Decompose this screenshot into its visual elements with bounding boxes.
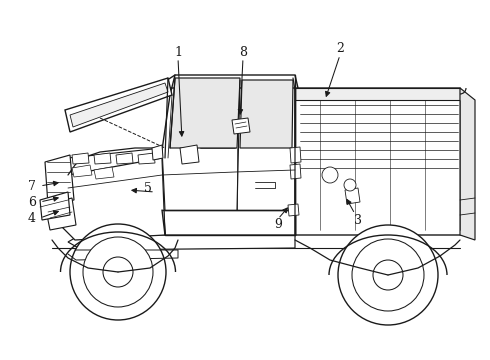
Polygon shape xyxy=(40,192,70,220)
Polygon shape xyxy=(288,204,299,216)
Circle shape xyxy=(83,237,153,307)
Polygon shape xyxy=(180,145,199,164)
Circle shape xyxy=(70,224,166,320)
Polygon shape xyxy=(65,78,172,132)
Circle shape xyxy=(103,257,133,287)
Polygon shape xyxy=(70,83,168,127)
Polygon shape xyxy=(52,148,165,220)
Polygon shape xyxy=(232,118,250,134)
Circle shape xyxy=(352,239,424,311)
Polygon shape xyxy=(45,155,74,205)
Polygon shape xyxy=(72,153,89,164)
Polygon shape xyxy=(170,78,240,148)
Polygon shape xyxy=(94,153,111,164)
Polygon shape xyxy=(240,80,293,148)
Polygon shape xyxy=(94,167,114,179)
Polygon shape xyxy=(295,88,460,100)
Text: 5: 5 xyxy=(144,181,152,194)
Polygon shape xyxy=(72,165,92,177)
Polygon shape xyxy=(345,188,360,204)
Polygon shape xyxy=(155,75,298,88)
Circle shape xyxy=(322,167,338,183)
Polygon shape xyxy=(116,153,133,164)
Circle shape xyxy=(338,225,438,325)
Polygon shape xyxy=(163,210,295,235)
Polygon shape xyxy=(152,145,163,160)
Polygon shape xyxy=(290,147,301,163)
Polygon shape xyxy=(45,198,76,230)
Polygon shape xyxy=(52,158,165,240)
Circle shape xyxy=(373,260,403,290)
Text: 7: 7 xyxy=(28,180,36,193)
Text: 8: 8 xyxy=(239,45,247,58)
Text: 1: 1 xyxy=(174,45,182,58)
Text: 4: 4 xyxy=(28,211,36,225)
Polygon shape xyxy=(295,88,465,235)
Text: 2: 2 xyxy=(336,41,344,54)
Circle shape xyxy=(344,179,356,191)
Polygon shape xyxy=(460,88,475,240)
Polygon shape xyxy=(68,235,295,250)
Text: 6: 6 xyxy=(28,195,36,208)
Text: 3: 3 xyxy=(354,213,362,226)
Polygon shape xyxy=(290,164,301,179)
Polygon shape xyxy=(138,153,155,164)
Text: 9: 9 xyxy=(274,219,282,231)
